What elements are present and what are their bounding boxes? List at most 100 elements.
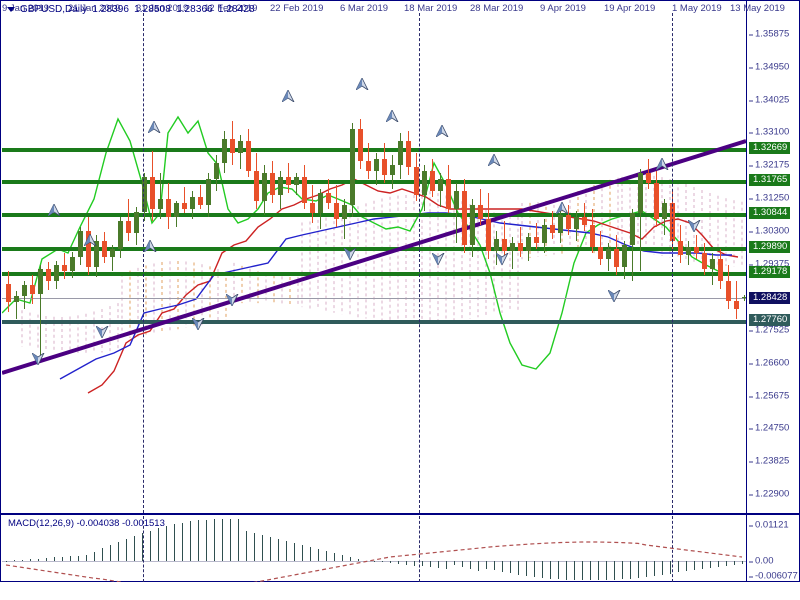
price-level-label[interactable]: 1.32669 [749,142,791,154]
price-axis[interactable]: 1.35875 1.34950 1.34025 1.33100 1.32175 1.312… [747,2,800,514]
price-plot-area[interactable] [2,13,746,513]
candle-body [214,163,219,179]
price-level-label[interactable]: 1.28428 [749,292,791,304]
macd-bar [358,559,359,561]
macd-bar [318,549,319,561]
candle-body [558,215,563,233]
candle-body [6,284,11,302]
candle-body [606,249,611,259]
candle-body [70,257,75,271]
price-level-label[interactable]: 1.30844 [749,207,791,219]
candle-body [294,177,299,185]
macd-bar [302,545,303,561]
candle-body [582,217,587,225]
candle-body [462,191,467,245]
macd-bar [174,524,175,561]
current-price-line[interactable] [2,298,746,299]
chevron-down-icon[interactable] [7,6,15,12]
macd-bar [222,518,223,561]
date-label: 13 May 2019 [730,3,785,14]
macd-bar [518,561,519,575]
price-pane: GBPUSD,Daily 1.28396 1.28508 1.28366 1.2… [0,0,800,514]
macd-bar [374,561,375,562]
candle-body [278,177,283,195]
candle-body [126,221,131,233]
level-line[interactable] [2,320,746,324]
candle-wick [112,245,113,271]
price-level-label[interactable]: 1.29178 [749,266,791,278]
macd-bar [190,521,191,561]
macd-bar [326,551,327,561]
macd-bar [230,518,231,561]
candle-body [166,199,171,217]
date-label: 19 Apr 2019 [604,3,656,14]
candle-body [302,177,307,203]
macd-bar [614,561,615,580]
macd-bar [494,561,495,571]
price-level-label[interactable]: 1.29890 [749,241,791,253]
candle-body [710,259,715,269]
macd-bar [310,547,311,561]
candle-wick [536,223,537,249]
macd-bar [38,558,39,561]
candle-body [614,249,619,267]
macd-bar [510,561,511,574]
price-tick: 1.32175 [749,160,789,171]
candle-body [398,141,403,165]
candle-wick [736,281,737,319]
macd-bar [6,561,7,562]
macd-bar [158,528,159,561]
candle-body [438,179,443,191]
macd-bar [86,555,87,561]
level-line[interactable] [2,148,746,152]
macd-bar [206,519,207,561]
macd-bar [214,519,215,561]
candle-body [326,193,331,203]
price-level-label[interactable]: 1.31765 [749,174,791,186]
candle-body [238,141,243,153]
candle-wick [128,199,129,241]
date-label: 6 Mar 2019 [340,3,389,14]
macd-bar [342,555,343,561]
macd-bar [238,519,239,561]
fractal-up-arrow-icon [142,239,158,254]
price-level-label[interactable]: 1.27760 [749,314,791,326]
macd-bar [198,520,199,561]
macd-plot-area[interactable]: MACD(12,26,9) -0.004038 -0.001513 [2,516,746,582]
candle-body [694,247,699,253]
price-tick: 1.24750 [749,423,789,434]
candle-body [246,141,251,171]
candle-wick [520,227,521,257]
macd-bar [110,545,111,561]
level-line[interactable] [2,272,746,276]
price-axis-divider [746,1,747,513]
macd-bar [678,561,679,573]
level-line[interactable] [2,180,746,184]
macd-bar [662,561,663,575]
macd-bar [534,561,535,578]
candle-body [182,203,187,209]
date-label: 9 Apr 2019 [540,3,586,14]
candle-body [54,265,59,281]
price-tick: 1.27525 [749,325,789,336]
fractal-up-arrow-icon [654,157,670,172]
candle-body [662,203,667,219]
fractal-up-arrow-icon [354,77,370,92]
candle-body [286,177,291,185]
macd-bar [350,557,351,561]
price-tick: 1.26600 [749,358,789,369]
candle-body [270,173,275,195]
candle-body [414,167,419,195]
date-label: 21 Jan 2019 [68,3,121,14]
candle-body [198,197,203,205]
date-label: 22 Feb 2019 [270,3,324,14]
candle-wick [40,265,41,358]
macd-bar [622,561,623,580]
candle-body [422,171,427,195]
period-separator [672,516,673,582]
candle-wick [512,237,513,269]
date-axis[interactable]: 9 Jan 2019 21 Jan 2019 31 Jan 2019 12 Feb 2… [0,0,800,18]
candle-body [542,225,547,243]
price-tick: 1.35875 [749,29,789,40]
fractal-up-arrow-icon [46,203,62,218]
